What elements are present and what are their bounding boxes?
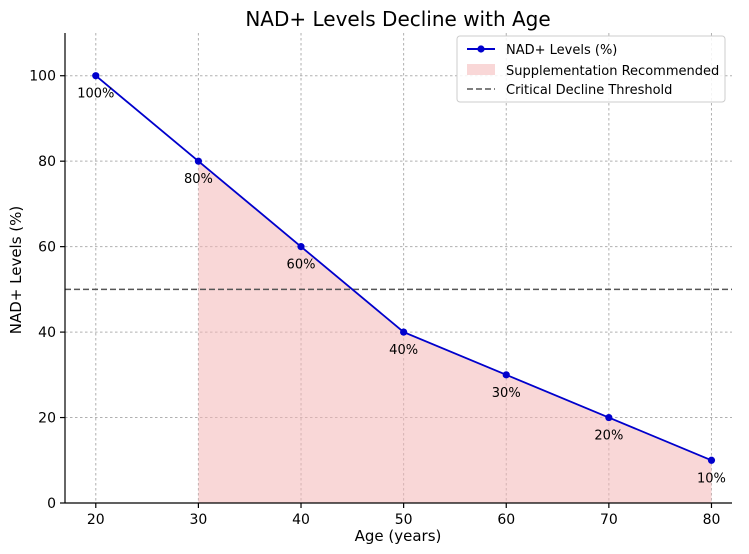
y-tick-label: 40 [38, 325, 56, 341]
data-label: 40% [389, 343, 418, 358]
x-tick-label: 70 [600, 512, 618, 528]
data-point [707, 456, 716, 464]
series-layer: 100% 80% 60% 40% 30% 20% 10% [77, 72, 726, 486]
data-label: 60% [287, 258, 316, 273]
y-tick-label: 0 [47, 496, 56, 512]
y-tick-label: 60 [38, 240, 56, 256]
data-point [92, 72, 100, 80]
y-axis-label: NAD+ Levels (%) [7, 206, 25, 335]
data-point [605, 413, 613, 422]
data-label: 100% [77, 87, 114, 102]
x-tick-label: 30 [189, 512, 207, 528]
legend-threshold-label: Critical Decline Threshold [506, 83, 672, 98]
legend-series-marker [477, 45, 485, 53]
data-point [297, 243, 305, 251]
y-tick-label: 100 [29, 69, 56, 85]
x-axis-label: Age (years) [355, 527, 442, 545]
x-tick-label: 60 [497, 512, 515, 528]
data-label: 30% [492, 386, 521, 401]
y-tick-label: 20 [38, 411, 56, 427]
axes [64, 33, 732, 504]
legend-box [456, 35, 726, 103]
fill-region [198, 161, 712, 503]
x-tick-label: 40 [292, 512, 310, 528]
tick-labels: 20 30 40 50 60 70 80 0 20 40 60 80 100 [29, 69, 720, 528]
x-tick-label: 20 [87, 512, 105, 528]
legend-entry-fill: Supplementation Recommended [467, 64, 719, 79]
legend-fill-swatch [467, 64, 495, 75]
data-point [400, 328, 408, 336]
legend: NAD+ Levels (%) Supplementation Recommen… [456, 35, 726, 103]
data-label: 20% [594, 429, 623, 444]
x-tick-label: 80 [703, 512, 721, 528]
legend-entry-series: NAD+ Levels (%) [467, 43, 617, 58]
legend-fill-label: Supplementation Recommended [506, 64, 719, 79]
x-tick-label: 50 [395, 512, 413, 528]
data-point [194, 157, 202, 165]
data-point [502, 371, 510, 379]
supplementation-area [198, 161, 712, 503]
legend-series-label: NAD+ Levels (%) [506, 43, 617, 58]
data-label: 80% [184, 172, 213, 187]
legend-entry-threshold: Critical Decline Threshold [467, 83, 672, 98]
y-tick-label: 80 [38, 154, 56, 170]
data-label: 10% [697, 471, 726, 486]
chart-title: NAD+ Levels Decline with Age [245, 7, 550, 31]
